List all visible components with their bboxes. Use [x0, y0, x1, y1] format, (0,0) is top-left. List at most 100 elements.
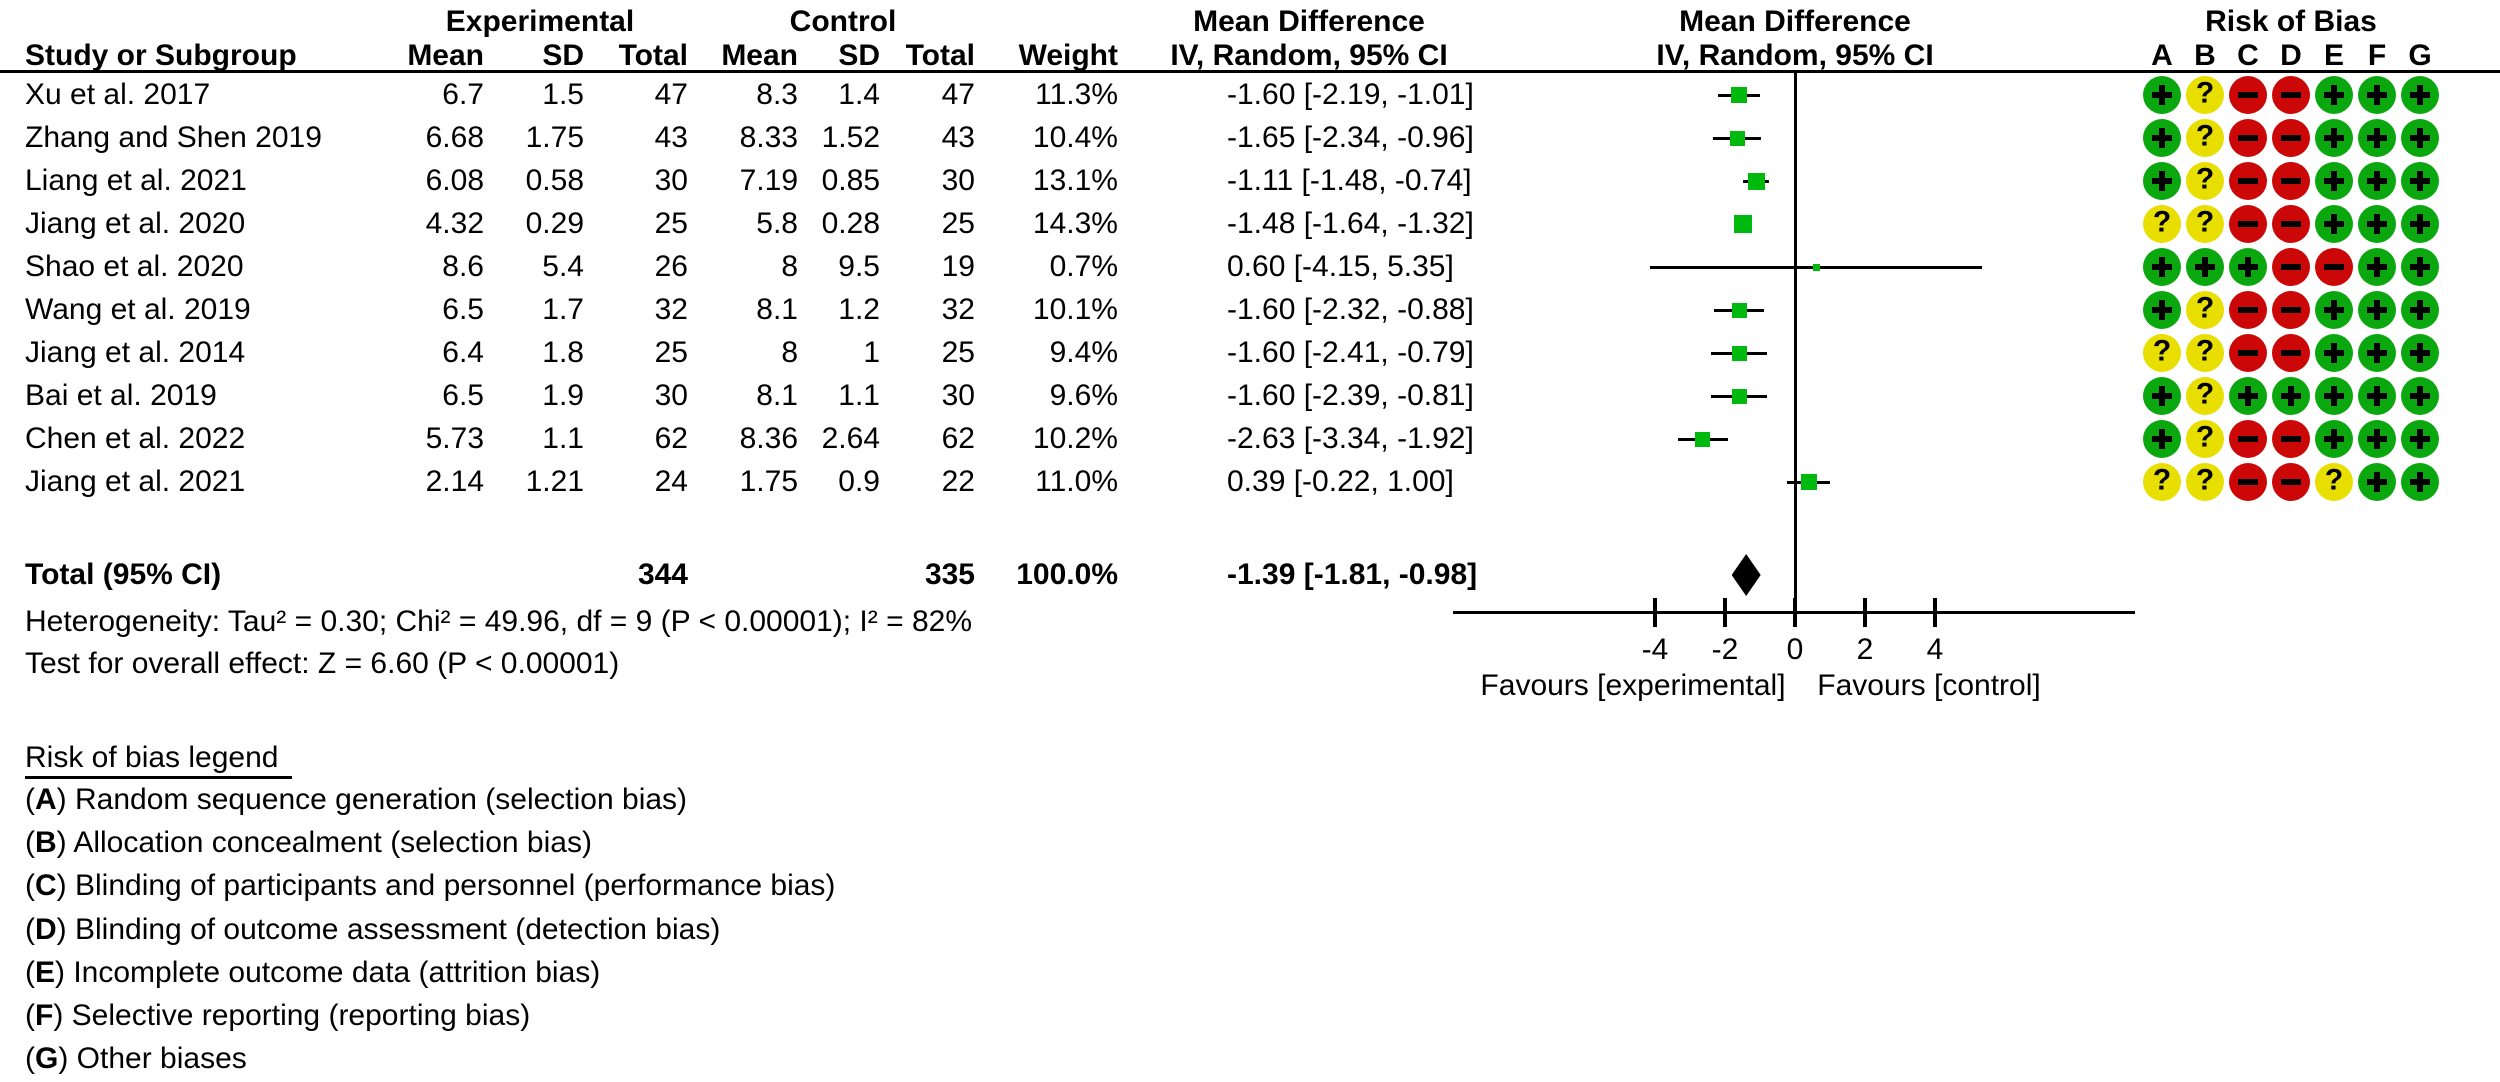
plus-bar-v [2331, 128, 2337, 148]
rob-low-risk-icon [2315, 334, 2353, 372]
rob-unclear-icon: ? [2186, 119, 2224, 157]
cell-exp-sd: 1.9 [542, 379, 584, 412]
rob-low-risk-icon [2358, 377, 2396, 415]
cell-exp-total: 30 [654, 164, 688, 197]
rob-unclear-icon: ? [2315, 463, 2353, 501]
question-glyph: ? [2195, 76, 2215, 110]
cell-exp-mean: 6.5 [442, 293, 484, 326]
minus-bar [2281, 221, 2301, 227]
question-glyph: ? [2324, 463, 2344, 497]
cell-ctrl-sd: 2.64 [821, 422, 880, 455]
cell-md-ci-text: 0.39 [-0.22, 1.00] [1227, 465, 1454, 498]
axis-tick [1723, 598, 1727, 627]
minus-bar [2238, 436, 2258, 442]
col-header-ci-plot: IV, Random, 95% CI [1656, 39, 1934, 72]
rob-unclear-icon: ? [2186, 291, 2224, 329]
effect-square [1734, 215, 1753, 233]
rob-letter-B: B [2194, 39, 2216, 72]
cell-exp-sd: 1.7 [542, 293, 584, 326]
header-risk-of-bias: Risk of Bias [2205, 5, 2377, 38]
rob-letter-D: D [2280, 39, 2302, 72]
axis-tick-label: -2 [1711, 633, 1739, 666]
axis-tick-label: 2 [1856, 633, 1874, 666]
rob-low-risk-icon [2315, 76, 2353, 114]
rob-low-risk-icon [2315, 119, 2353, 157]
plus-bar-v [2245, 386, 2251, 406]
cell-ctrl-total: 32 [941, 293, 975, 326]
study-name: Shao et al. 2020 [25, 250, 244, 283]
minus-bar [2281, 264, 2301, 270]
rob-high-risk-icon [2272, 162, 2310, 200]
plus-bar-v [2417, 85, 2423, 105]
plus-bar-v [2331, 343, 2337, 363]
plus-bar-v [2417, 300, 2423, 320]
minus-bar [2281, 436, 2301, 442]
rob-low-risk-icon [2143, 420, 2181, 458]
rob-letter-E: E [2323, 39, 2345, 72]
plus-bar-v [2417, 257, 2423, 277]
plus-bar-v [2245, 257, 2251, 277]
rob-unclear-icon: ? [2186, 76, 2224, 114]
header-rule [0, 70, 2500, 73]
rob-low-risk-icon [2315, 291, 2353, 329]
cell-ctrl-mean: 8 [781, 336, 798, 369]
cell-exp-total: 43 [654, 121, 688, 154]
plus-bar-v [2417, 171, 2423, 191]
question-glyph: ? [2152, 334, 2172, 368]
cell-ctrl-sd: 0.9 [838, 465, 880, 498]
plus-bar-v [2331, 85, 2337, 105]
cell-exp-mean: 6.7 [442, 78, 484, 111]
cell-md-ci-text: -1.11 [-1.48, -0.74] [1227, 164, 1472, 197]
cell-weight: 11.0% [1035, 465, 1118, 498]
cell-weight: 14.3% [1032, 207, 1118, 240]
study-name: Zhang and Shen 2019 [25, 121, 322, 154]
plus-bar-v [2374, 429, 2380, 449]
plus-bar-v [2417, 472, 2423, 492]
cell-exp-sd: 1.8 [542, 336, 584, 369]
rob-letter-F: F [2367, 39, 2387, 72]
question-glyph: ? [2195, 334, 2215, 368]
rob-letter-A: A [2151, 39, 2173, 72]
plus-bar-v [2374, 300, 2380, 320]
cell-ctrl-mean: 7.19 [739, 164, 798, 197]
study-name: Jiang et al. 2021 [25, 465, 246, 498]
rob-low-risk-icon [2358, 119, 2396, 157]
plus-bar-v [2159, 85, 2165, 105]
rob-legend-item-F: (F) Selective reporting (reporting bias) [25, 999, 531, 1032]
plus-bar-v [2417, 386, 2423, 406]
plus-bar-v [2374, 171, 2380, 191]
rob-high-risk-icon [2272, 334, 2310, 372]
effect-square [1731, 302, 1747, 318]
cell-ctrl-mean: 8.1 [756, 379, 798, 412]
rob-high-risk-icon [2229, 162, 2267, 200]
header-experimental: Experimental [445, 5, 635, 38]
minus-bar [2281, 307, 2301, 313]
rob-legend-item-E: (E) Incomplete outcome data (attrition b… [25, 955, 601, 989]
plus-bar-v [2374, 343, 2380, 363]
plus-bar-v [2331, 429, 2337, 449]
col-header-exp-mean: Mean [407, 39, 484, 72]
question-glyph: ? [2152, 205, 2172, 239]
cell-ctrl-total: 25 [941, 336, 975, 369]
study-name: Jiang et al. 2014 [25, 336, 246, 369]
rob-low-risk-icon [2358, 248, 2396, 286]
rob-low-risk-icon [2229, 248, 2267, 286]
total-md-ci: -1.39 [-1.81, -0.98] [1227, 558, 1478, 591]
rob-low-risk-icon [2358, 463, 2396, 501]
rob-low-risk-icon [2401, 377, 2439, 415]
minus-bar [2238, 350, 2258, 356]
cell-exp-sd: 5.4 [542, 250, 584, 283]
rob-unclear-icon: ? [2186, 377, 2224, 415]
minus-bar [2281, 135, 2301, 141]
plus-bar-v [2374, 214, 2380, 234]
zero-line [1793, 72, 1797, 611]
rob-unclear-icon: ? [2143, 205, 2181, 243]
cell-md-ci-text: -1.60 [-2.41, -0.79] [1227, 336, 1474, 369]
plus-bar-v [2374, 386, 2380, 406]
overall-effect-test: Test for overall effect: Z = 6.60 (P < 0… [25, 647, 620, 680]
cell-exp-mean: 6.4 [442, 336, 484, 369]
total-ctrl-n: 335 [924, 558, 975, 591]
minus-bar [2238, 92, 2258, 98]
rob-low-risk-icon [2401, 205, 2439, 243]
cell-ctrl-sd: 1.2 [838, 293, 880, 326]
